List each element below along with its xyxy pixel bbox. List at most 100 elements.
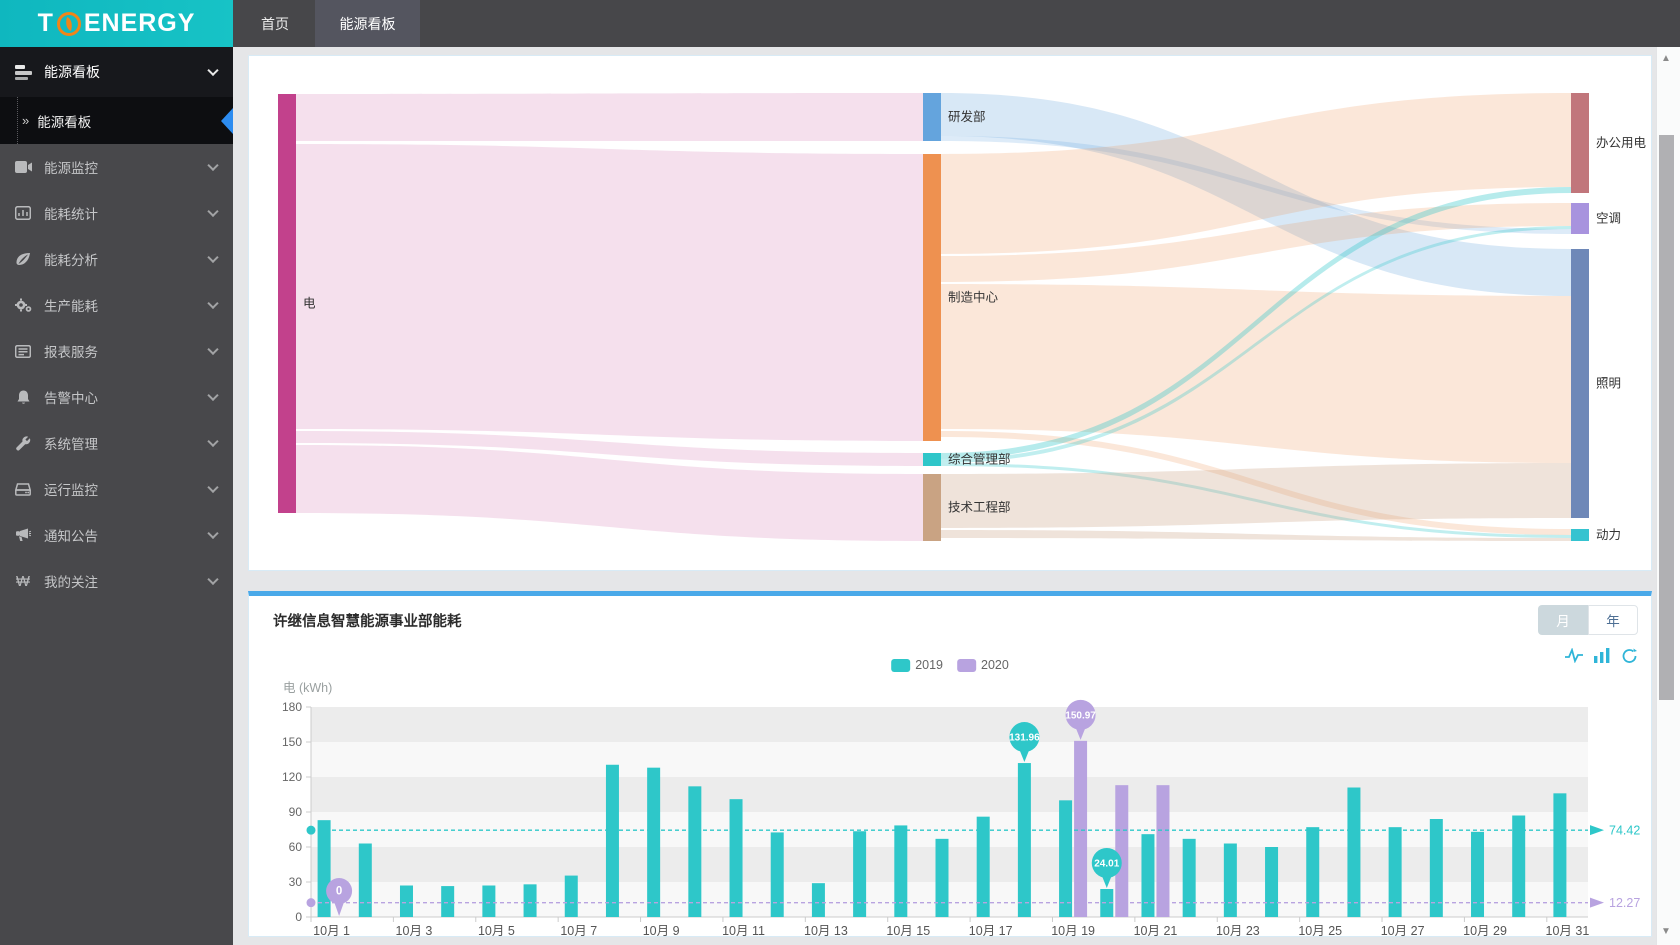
- bar-2020-day19[interactable]: [1074, 740, 1088, 917]
- bar-2019-day15[interactable]: [894, 825, 908, 917]
- bar-2019-day24[interactable]: [1265, 847, 1279, 917]
- sankey-flow[interactable]: [296, 93, 923, 141]
- sidebar-item-系统管理[interactable]: 系统管理: [0, 420, 233, 466]
- sankey-flow[interactable]: [941, 136, 1571, 234]
- year-toggle-button[interactable]: 年: [1588, 605, 1638, 635]
- bar-chart-icon[interactable]: [1594, 648, 1610, 664]
- scroll-up-icon[interactable]: ▲: [1661, 53, 1671, 64]
- sidebar-item-通知公告[interactable]: 通知公告: [0, 512, 233, 558]
- sidebar-item-能耗统计[interactable]: 能耗统计: [0, 190, 233, 236]
- bar-2019-day12[interactable]: [770, 832, 784, 917]
- sankey-flow[interactable]: [296, 144, 923, 441]
- bar-2019-day11[interactable]: [729, 799, 743, 917]
- refresh-icon[interactable]: [1621, 648, 1638, 664]
- chevron-down-icon: [207, 527, 219, 540]
- sankey-flow[interactable]: [941, 93, 1571, 254]
- sankey-flow[interactable]: [941, 463, 1571, 538]
- bar-2019-day25[interactable]: [1306, 827, 1320, 917]
- bar-2020-day21[interactable]: [1156, 785, 1170, 917]
- sankey-node-zonghe[interactable]: [923, 453, 941, 466]
- chevron-down-icon: [207, 64, 219, 77]
- bar-2019-day6[interactable]: [523, 884, 537, 917]
- bar-chart[interactable]: 电 (kWh) 0 30 60 90 120 150 180 10月 1 10月 3 10月 5 10…: [249, 596, 1651, 936]
- sankey-flow[interactable]: [941, 187, 1571, 459]
- sankey-flow[interactable]: [941, 431, 1571, 535]
- bar-2019-day22[interactable]: [1182, 838, 1196, 917]
- sankey-flow[interactable]: [941, 530, 1571, 541]
- x-tick-label: 10月 9: [643, 924, 680, 936]
- bar-2019-day2[interactable]: [358, 843, 372, 918]
- bar-2019-day3[interactable]: [399, 885, 413, 918]
- legend-item-2019[interactable]: 2019: [891, 658, 943, 672]
- bar-2019-day20[interactable]: [1100, 888, 1114, 917]
- sankey-node-dongli[interactable]: [1571, 529, 1589, 541]
- sidebar-item-报表服务[interactable]: 报表服务: [0, 328, 233, 374]
- sidebar-item-告警中心[interactable]: 告警中心: [0, 374, 233, 420]
- vertical-scrollbar[interactable]: ▲ ▼: [1656, 47, 1680, 945]
- markpoint-min-2019[interactable]: [1091, 847, 1122, 878]
- sidebar-item-我的关注[interactable]: ₩ 我的关注: [0, 558, 233, 604]
- line-chart-icon[interactable]: [1565, 648, 1583, 664]
- bar-2019-day13[interactable]: [811, 883, 825, 917]
- bar-2019-day27[interactable]: [1388, 827, 1402, 917]
- markpoint-max-2020[interactable]: [1065, 699, 1096, 730]
- tab-home[interactable]: 首页: [240, 0, 310, 47]
- bar-2019-day21[interactable]: [1141, 834, 1155, 917]
- sankey-flow[interactable]: [941, 463, 1571, 528]
- bar-2019-day16[interactable]: [935, 838, 949, 917]
- x-tick-label: 10月 19: [1051, 924, 1095, 936]
- tab-energy-dashboard[interactable]: 能源看板: [315, 0, 420, 47]
- sankey-node-jishu[interactable]: [923, 474, 941, 541]
- bar-2019-day5[interactable]: [482, 885, 496, 918]
- chart-tools: [1565, 648, 1638, 664]
- bar-2019-day4[interactable]: [441, 886, 455, 917]
- plot-band: [311, 742, 1588, 777]
- bar-2019-day7[interactable]: [564, 875, 578, 917]
- sankey-flow[interactable]: [941, 226, 1571, 463]
- sidebar-group-energy-dashboard[interactable]: 能源看板: [0, 47, 233, 97]
- sidebar-item-生产能耗[interactable]: 生产能耗: [0, 282, 233, 328]
- bar-2019-day31[interactable]: [1553, 793, 1567, 917]
- sidebar-item-energy-dashboard[interactable]: » 能源看板: [0, 97, 233, 144]
- bar-2019-day9[interactable]: [647, 767, 661, 917]
- logo-leaf-icon: [56, 11, 81, 36]
- month-toggle-button[interactable]: 月: [1538, 605, 1588, 635]
- markpoint-max-2019[interactable]: [1009, 722, 1040, 753]
- sankey-node-kongtiao[interactable]: [1571, 203, 1589, 234]
- scroll-down-icon[interactable]: ▼: [1661, 926, 1671, 937]
- sankey-node-bangong[interactable]: [1571, 93, 1589, 193]
- sankey-flow[interactable]: [941, 93, 1571, 296]
- sankey-flow[interactable]: [296, 445, 923, 541]
- x-tick-label: 10月 13: [804, 924, 848, 936]
- bar-2019-day17[interactable]: [976, 816, 990, 917]
- bar-2019-day10[interactable]: [688, 786, 702, 917]
- sidebar-item-能耗分析[interactable]: 能耗分析: [0, 236, 233, 282]
- cogs-icon: [14, 298, 32, 313]
- bar-2019-day19[interactable]: [1059, 800, 1073, 917]
- sankey-flow[interactable]: [296, 431, 923, 466]
- scrollbar-thumb[interactable]: [1659, 135, 1674, 700]
- sidebar-item-运行监控[interactable]: 运行监控: [0, 466, 233, 512]
- bar-2020-day20[interactable]: [1115, 785, 1129, 917]
- sankey-node-dian[interactable]: [278, 94, 296, 513]
- bar-2019-day30[interactable]: [1512, 815, 1526, 918]
- tab-energy-dashboard-label: 能源看板: [339, 15, 396, 32]
- bar-2019-day14[interactable]: [853, 831, 867, 917]
- bar-2019-day29[interactable]: [1471, 831, 1485, 917]
- sidebar-item-能源监控[interactable]: 能源监控: [0, 144, 233, 190]
- sankey-node-zhizao[interactable]: [923, 154, 941, 441]
- bar-2019-day26[interactable]: [1347, 787, 1361, 918]
- sankey-flow[interactable]: [941, 203, 1571, 282]
- bar-2019-day8[interactable]: [605, 764, 619, 917]
- bar-2019-day18[interactable]: [1017, 763, 1031, 917]
- sankey-node-yanfa[interactable]: [923, 93, 941, 141]
- bar-2019-day23[interactable]: [1223, 843, 1237, 918]
- legend-item-2020[interactable]: 2020: [957, 658, 1009, 672]
- sankey-flow[interactable]: [941, 284, 1571, 463]
- markpoint-min-2020[interactable]: [326, 878, 353, 904]
- sankey-node-zhaoming[interactable]: [1571, 249, 1589, 518]
- bar-2019-day28[interactable]: [1429, 819, 1443, 917]
- sub-item-marker-icon: »: [22, 113, 30, 128]
